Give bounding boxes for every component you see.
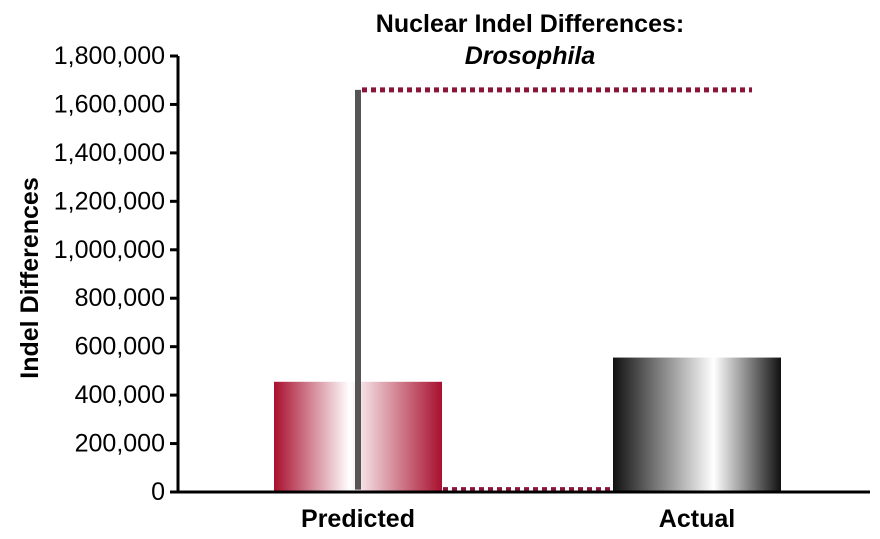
y-tick-label: 600,000 [75, 333, 165, 361]
y-tick-label: 1,000,000 [54, 236, 165, 264]
x-category-label-actual: Actual [659, 505, 735, 533]
y-tick-label: 1,600,000 [54, 90, 165, 118]
chart-subtitle: Drosophila [464, 42, 596, 70]
y-tick-label: 0 [151, 478, 165, 506]
y-tick-label: 200,000 [75, 430, 165, 458]
y-axis-title: Indel Differences [16, 177, 44, 378]
y-tick-label: 800,000 [75, 284, 165, 312]
chart-title-block: Nuclear Indel Differences: Drosophila [330, 8, 730, 72]
bar-actual [613, 357, 781, 492]
y-tick-label: 400,000 [75, 381, 165, 409]
y-tick-label: 1,800,000 [54, 42, 165, 70]
y-tick-label: 1,400,000 [54, 139, 165, 167]
x-category-label-predicted: Predicted [301, 505, 415, 533]
chart-title: Nuclear Indel Differences: [375, 10, 685, 38]
y-tick-label: 1,200,000 [54, 187, 165, 215]
